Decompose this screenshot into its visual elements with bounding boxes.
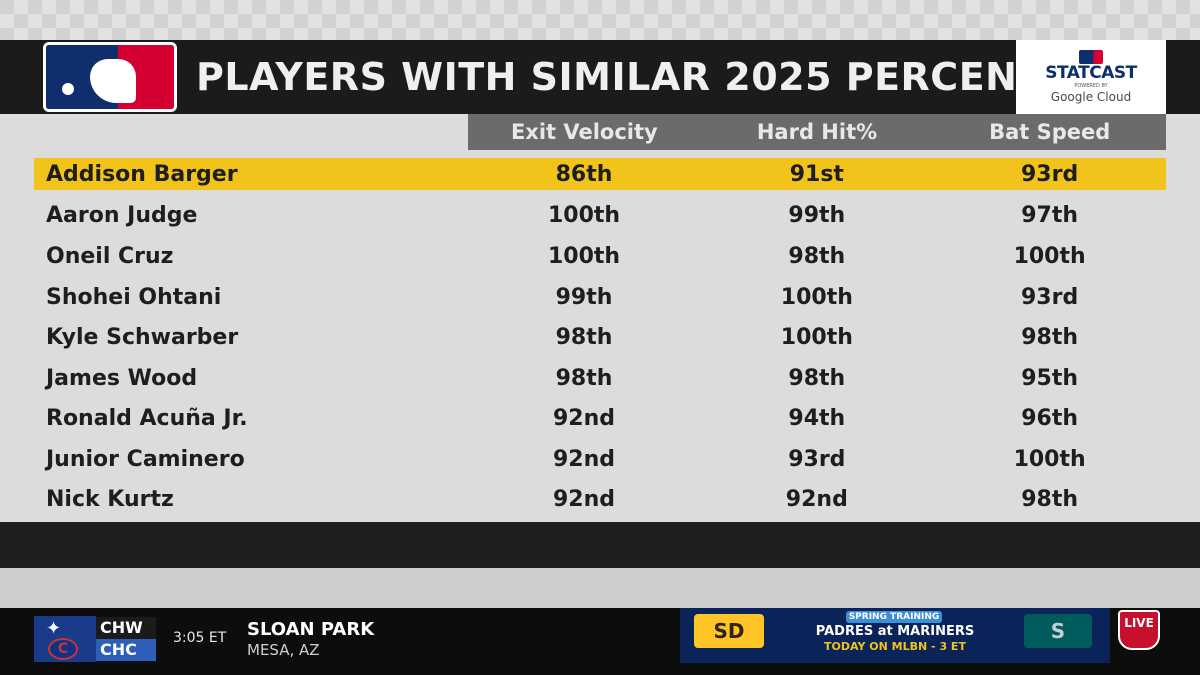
bat-speed-value: 93rd [1021, 161, 1079, 187]
venue-city: MESA, AZ [247, 641, 320, 659]
exit-velocity-value: 99th [555, 284, 613, 310]
table-row: Oneil Cruz 100th 98th 100th [34, 240, 1166, 272]
exit-velocity-value: 86th [555, 161, 613, 187]
home-team-abbr: CHC [96, 639, 156, 661]
hard-hit-value: 92nd [785, 486, 848, 512]
bat-speed-value: 100th [1013, 446, 1086, 472]
table-row: Kyle Schwarber 98th 100th 98th [34, 321, 1166, 353]
table-row: Aaron Judge 100th 99th 97th [34, 199, 1166, 231]
exit-velocity-value: 98th [555, 324, 613, 350]
hard-hit-value: 100th [780, 324, 853, 350]
bat-speed-value: 97th [1021, 202, 1079, 228]
player-name: Junior Caminero [46, 446, 245, 472]
table-row: Nick Kurtz 92nd 92nd 98th [34, 483, 1166, 515]
table-footer-bar [0, 522, 1200, 568]
player-name: Shohei Ohtani [46, 284, 222, 310]
table-header: Exit Velocity Hard Hit% Bat Speed [468, 114, 1166, 150]
player-name: Addison Barger [46, 161, 238, 187]
mlb-live-icon: LIVE [1118, 610, 1160, 650]
table-row: Junior Caminero 92nd 93rd 100th [34, 443, 1166, 475]
bat-speed-value: 100th [1013, 243, 1086, 269]
exit-velocity-value: 92nd [553, 486, 616, 512]
lower-background-strip [0, 568, 1200, 608]
venue-name: SLOAN PARK [247, 619, 375, 640]
hard-hit-value: 94th [788, 405, 846, 431]
player-name: Oneil Cruz [46, 243, 174, 269]
bat-speed-value: 96th [1021, 405, 1079, 431]
away-team-abbr: CHW [96, 617, 156, 639]
mlb-mini-logo-icon [1079, 50, 1103, 64]
hard-hit-value: 99th [788, 202, 846, 228]
bat-speed-value: 98th [1021, 486, 1079, 512]
bat-speed-value: 98th [1021, 324, 1079, 350]
bat-speed-value: 95th [1021, 365, 1079, 391]
player-name: Kyle Schwarber [46, 324, 239, 350]
column-header-exit-velocity: Exit Velocity [510, 120, 658, 144]
google-cloud-label: Google Cloud [1050, 90, 1132, 104]
player-name: Nick Kurtz [46, 486, 174, 512]
bat-speed-value: 93rd [1021, 284, 1079, 310]
statcast-wordmark: STATCAST [1045, 63, 1137, 83]
powered-by-label: POWERED BY [1074, 83, 1108, 89]
padres-logo-icon: SD [694, 614, 764, 648]
table-row: James Wood 98th 98th 95th [34, 362, 1166, 394]
exit-velocity-value: 100th [547, 243, 621, 269]
title-bar [0, 40, 1200, 114]
promo-airtime: TODAY ON MLBN - 3 ET [824, 640, 966, 653]
column-header-hard-hit: Hard Hit% [756, 120, 878, 144]
game-time: 3:05 ET [173, 630, 227, 646]
exit-velocity-value: 92nd [553, 446, 616, 472]
graphic-title: PLAYERS WITH SIMILAR 2025 PERCENTILES [196, 55, 1138, 99]
hard-hit-value: 93rd [788, 446, 846, 472]
hard-hit-value: 100th [780, 284, 853, 310]
mlb-logo-icon [42, 40, 178, 114]
table-row: Ronald Acuña Jr. 92nd 94th 96th [34, 402, 1166, 434]
hard-hit-value: 91st [789, 161, 844, 187]
promo-matchup: PADRES at MARINERS [815, 624, 975, 639]
exit-velocity-value: 100th [547, 202, 621, 228]
statcast-sponsor-logo: STATCAST POWERED BY Google Cloud [1016, 40, 1166, 114]
player-name: Ronald Acuña Jr. [46, 405, 248, 431]
hard-hit-value: 98th [788, 365, 846, 391]
white-sox-logo-icon: ✦ [46, 618, 62, 639]
table-row: Shohei Ohtani 99th 100th 93rd [34, 281, 1166, 313]
player-name: Aaron Judge [46, 202, 198, 228]
cubs-logo-icon: C [48, 638, 78, 660]
player-name: James Wood [46, 365, 198, 391]
exit-velocity-value: 92nd [553, 405, 616, 431]
exit-velocity-value: 98th [555, 365, 613, 391]
spring-training-label: SPRING TRAINING [846, 611, 942, 623]
mariners-logo-icon: S [1024, 614, 1092, 648]
table-row-highlighted: Addison Barger 86th 91st 93rd [34, 158, 1166, 190]
hard-hit-value: 98th [788, 243, 846, 269]
column-header-bat-speed: Bat Speed [989, 120, 1111, 144]
